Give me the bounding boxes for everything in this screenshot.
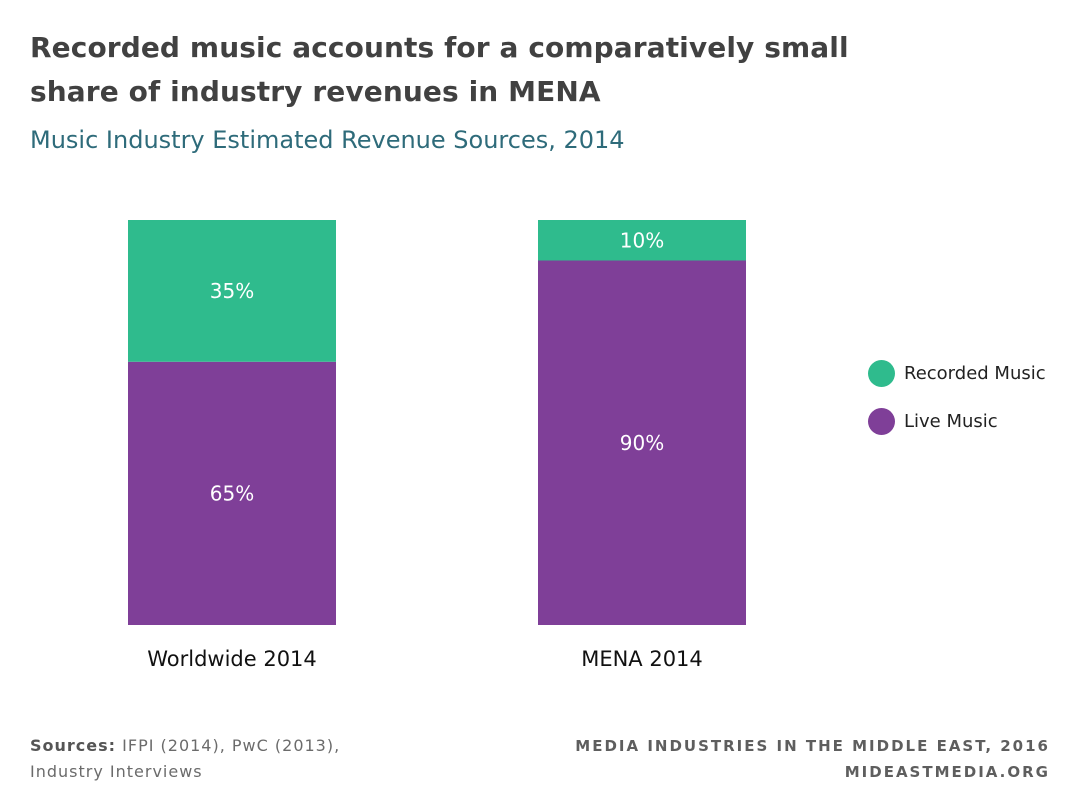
bar-recorded-music-1 — [538, 220, 746, 261]
legend-item-recorded-music: Recorded Music — [868, 358, 1046, 388]
data-label: 90% — [620, 431, 664, 455]
category-label: Worldwide 2014 — [147, 647, 317, 671]
legend-item-live-music: Live Music — [868, 406, 1046, 436]
credit-url: MIDEASTMEDIA.ORG — [844, 763, 1050, 781]
bar-live-music-0 — [128, 361, 336, 625]
legend-swatch-recorded-music — [868, 359, 895, 387]
sources-text: IFPI (2014), PwC (2013), — [116, 736, 341, 755]
chart-subtitle: Music Industry Estimated Revenue Sources… — [30, 126, 625, 154]
publication-credit: MEDIA INDUSTRIES IN THE MIDDLE EAST, 201… — [575, 733, 1050, 785]
data-label: 35% — [210, 279, 254, 303]
legend: Recorded Music Live Music — [868, 358, 1046, 454]
bar-recorded-music-0 — [128, 220, 336, 362]
sources-text-line2: Industry Interviews — [30, 762, 203, 781]
credit-line-1: MEDIA INDUSTRIES IN THE MIDDLE EAST, 201… — [575, 737, 1050, 755]
chart-title: Recorded music accounts for a comparativ… — [30, 31, 849, 108]
category-label: MENA 2014 — [581, 647, 703, 671]
bar-live-music-1 — [538, 260, 746, 625]
sources-note: Sources: IFPI (2014), PwC (2013), Indust… — [30, 733, 340, 785]
legend-swatch-live-music — [868, 407, 895, 435]
data-label: 65% — [210, 481, 254, 505]
data-label: 10% — [620, 228, 664, 252]
legend-label: Live Music — [904, 410, 998, 432]
sources-label: Sources: — [30, 736, 117, 755]
legend-label: Recorded Music — [904, 362, 1046, 384]
